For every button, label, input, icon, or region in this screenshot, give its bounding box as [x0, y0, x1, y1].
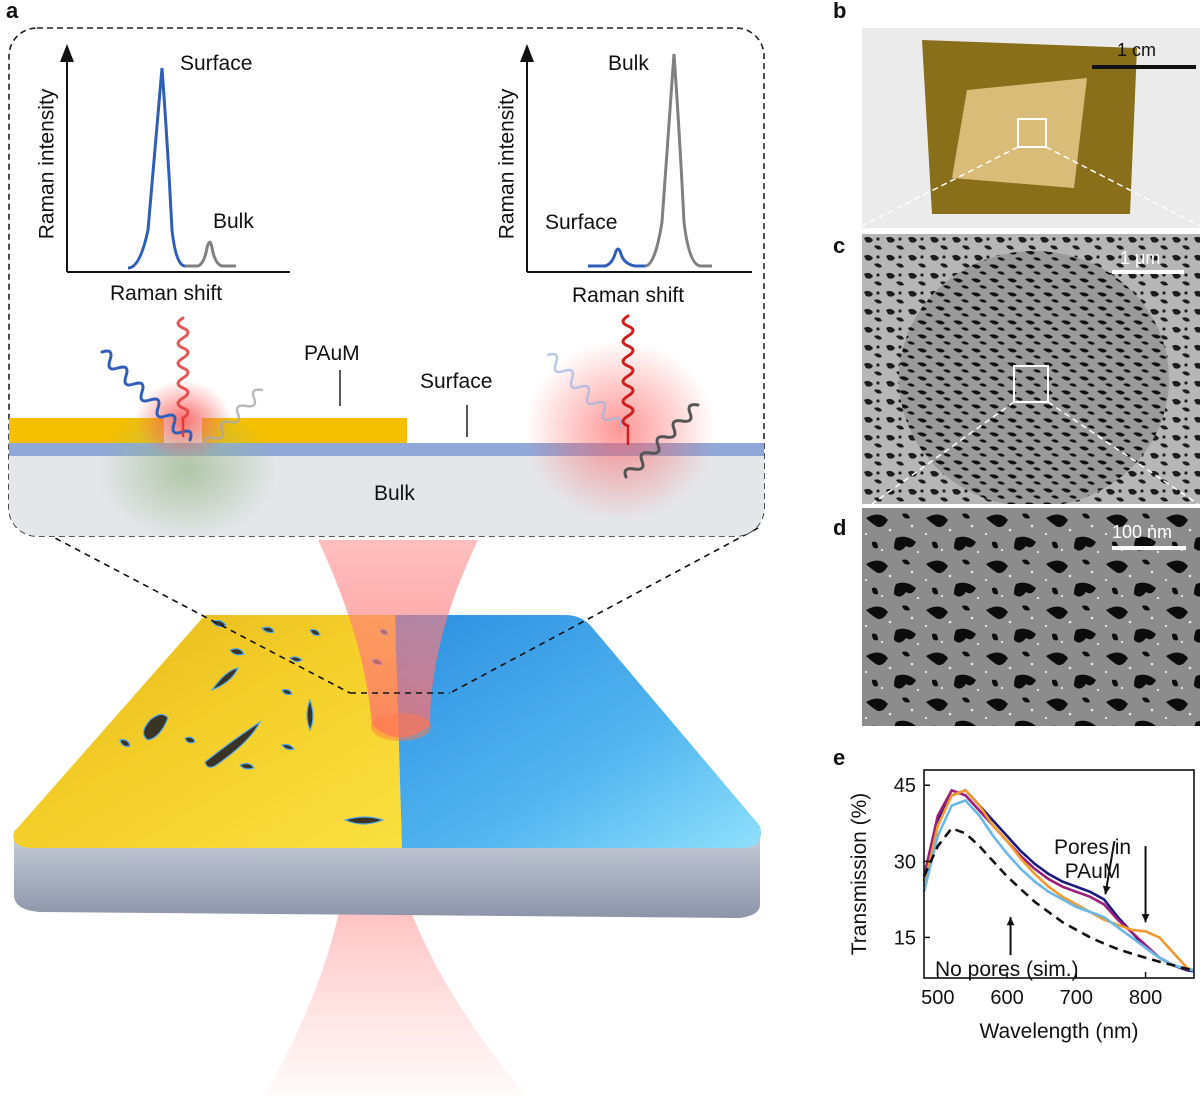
- annotation-no-pores: No pores (sim.): [935, 958, 1079, 981]
- left-peak-label-surface: Surface: [180, 52, 253, 75]
- right-ylabel: Raman intensity: [495, 88, 519, 240]
- y-tick-label-15: 15: [894, 927, 916, 949]
- arrow-pores-1-head: [1102, 885, 1111, 895]
- left-peak-label-bulk: Bulk: [213, 210, 254, 233]
- panel-letter-d: d: [833, 515, 847, 540]
- arrow-no-pores-head: [1006, 917, 1015, 926]
- annotation-pores-line2: PAuM: [1064, 860, 1121, 883]
- x-tick-label-600: 600: [990, 987, 1023, 1009]
- panel-c-scalebar-label: 1 μm: [1120, 248, 1161, 268]
- panel-letter-c: c: [833, 233, 846, 258]
- plot-frame: [923, 769, 1195, 979]
- y-tick-label-30: 30: [894, 851, 916, 873]
- x-axis-label: Wavelength (nm): [979, 1020, 1138, 1043]
- panel-d-scalebar-label: 100 nm: [1112, 522, 1173, 542]
- annotation-pores-line1: Pores in: [1054, 836, 1132, 859]
- annotation-pores: Pores in PAuM: [1054, 836, 1131, 884]
- x-tick-label-800: 800: [1129, 987, 1162, 1009]
- right-peak-label-bulk: Bulk: [608, 52, 649, 75]
- right-xlabel: Raman shift: [572, 284, 685, 307]
- x-tick-label-700: 700: [1060, 987, 1093, 1009]
- y-tick-label-45: 45: [894, 775, 916, 797]
- series-line-2: [922, 788, 1195, 972]
- panel-a-illustration: [8, 27, 765, 1095]
- left-xlabel: Raman shift: [110, 282, 223, 305]
- y-axis-label: Transmission (%): [848, 793, 871, 956]
- panel-letter-a: a: [6, 0, 19, 23]
- layer-label-surface: Surface: [420, 370, 493, 393]
- series-line-3: [922, 798, 1195, 972]
- layer-label-paum: PAuM: [304, 342, 360, 365]
- panel-letter-e: e: [833, 745, 846, 770]
- panel-b-photo: [862, 28, 1200, 228]
- arrow-pores-2-head: [1141, 914, 1150, 923]
- panel-e-transmission-chart: 500 600 700 800 15 30 45 Wavelength (nm) Transmi…: [848, 769, 1195, 1043]
- panel-c-sem-image: [862, 234, 1200, 504]
- series-line-4: [922, 826, 1195, 972]
- panel-b-scalebar-label: 1 cm: [1117, 40, 1157, 60]
- arrow-pores-1: [1104, 840, 1116, 895]
- right-peak-label-surface: Surface: [545, 211, 618, 234]
- x-tick-label-500: 500: [921, 987, 954, 1009]
- left-ylabel: Raman intensity: [35, 88, 59, 240]
- panel-letter-b: b: [833, 0, 847, 23]
- layer-label-bulk: Bulk: [374, 482, 415, 505]
- panel-d-sem-image: [862, 508, 1200, 726]
